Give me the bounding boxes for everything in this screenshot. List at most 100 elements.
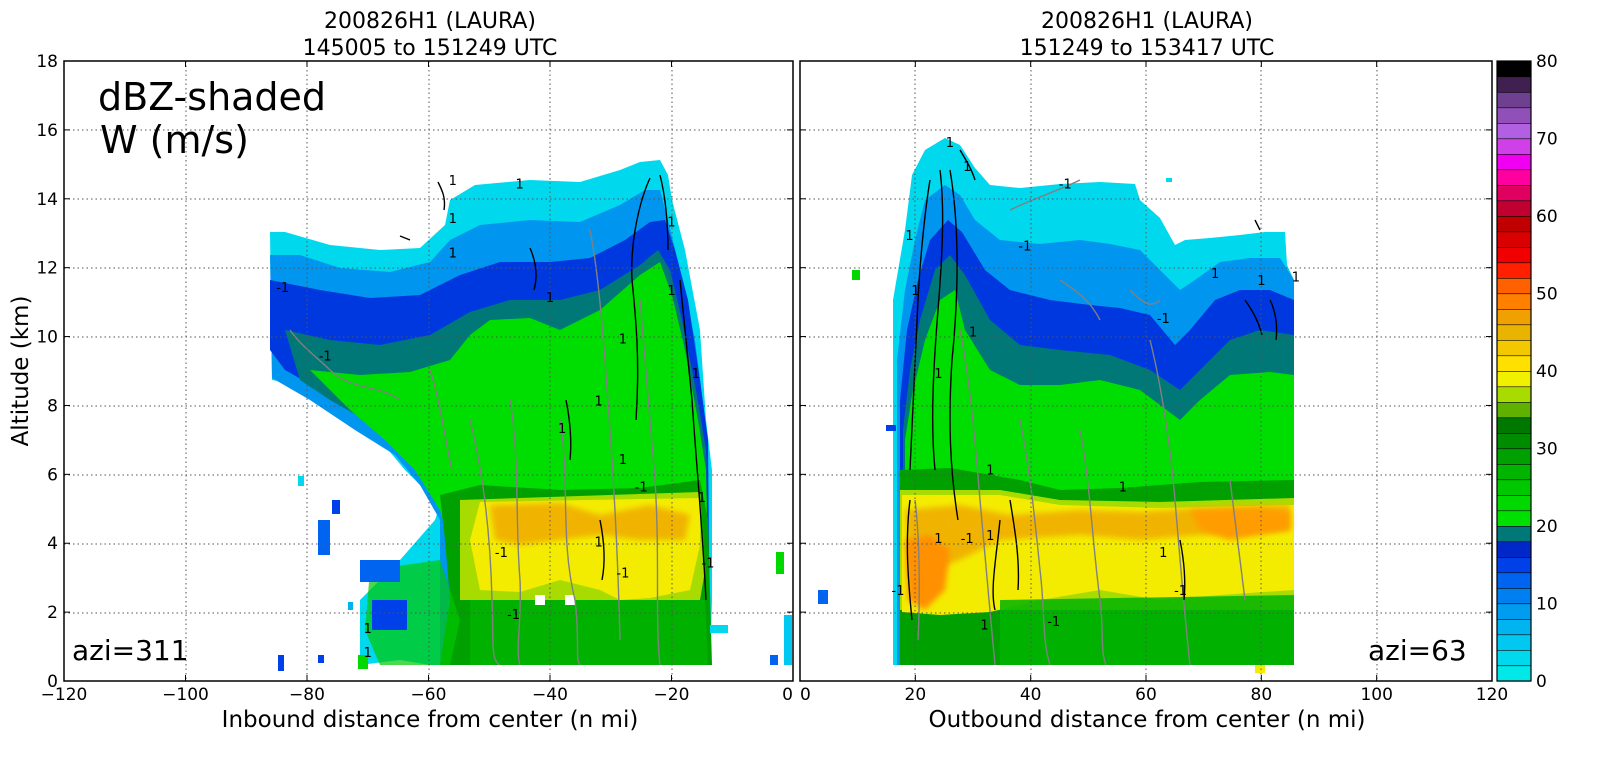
left-w-contours-gray <box>289 229 661 666</box>
colorbar-swatch <box>1496 587 1532 605</box>
colorbar-swatch <box>1496 293 1532 310</box>
right-shade-green-lower <box>1000 595 1294 665</box>
right-contour-label: 1 <box>969 326 977 341</box>
left-ytick-label: 14 <box>36 190 58 210</box>
colorbar-swatch <box>1496 494 1532 512</box>
colorbar-swatches <box>1496 60 1532 682</box>
left-echo-10 <box>776 552 784 574</box>
right-contour-label: 1 <box>1119 481 1127 496</box>
left-ylabel: Altitude (km) <box>8 296 34 447</box>
colorbar-swatch <box>1496 541 1532 558</box>
right-contour-label: 1 <box>946 136 954 151</box>
colorbar-swatch <box>1496 231 1532 248</box>
colorbar-swatch <box>1496 417 1532 434</box>
colorbar-ticks: 0 10 20 30 40 50 60 70 80 <box>1536 52 1558 692</box>
right-xtick-label: 100 <box>1360 685 1392 705</box>
right-echo-3 <box>886 425 896 431</box>
colorbar-swatch <box>1496 634 1532 651</box>
left-contour-label: -1 <box>701 556 714 571</box>
left-ytick-label: 8 <box>47 396 58 416</box>
colorbar-tick-label: 50 <box>1536 285 1558 305</box>
left-gap-2 <box>565 595 575 605</box>
right-w-contours-black <box>906 149 1278 621</box>
right-shade-gold <box>905 505 1290 580</box>
right-contour-label: 1 <box>911 284 919 299</box>
left-contour-labels: -1 -1 1 1 1 1 1 1 1 -1 1 -1 -1 1 1 1 -1 1 1 1 1 -1 1 <box>276 174 714 661</box>
left-title: 200826H1 (LAURA) <box>324 9 536 34</box>
colorbar-swatch <box>1496 122 1532 140</box>
right-contour-label: 1 <box>1159 546 1167 561</box>
colorbar-swatch <box>1496 215 1532 233</box>
right-echo-1 <box>818 590 828 604</box>
left-contour-label: -1 <box>319 350 332 365</box>
left-subtitle: 145005 to 151249 UTC <box>303 36 558 61</box>
right-yticks <box>800 60 1492 682</box>
left-ytick-label: 6 <box>47 465 58 485</box>
left-ytick-label: 16 <box>36 121 58 141</box>
left-contour-label: 1 <box>515 177 523 192</box>
right-reflectivity-field <box>818 138 1294 673</box>
right-xtick-label: 20 <box>905 685 927 705</box>
right-contour-label: -1 <box>1174 584 1187 599</box>
right-title: 200826H1 (LAURA) <box>1041 9 1253 34</box>
left-shade-gold <box>490 503 690 545</box>
left-echo-8 <box>348 602 353 610</box>
colorbar-swatch <box>1496 76 1532 93</box>
left-contour-label: 1 <box>558 422 566 437</box>
annotation-w-ms: W (m/s) <box>100 118 249 162</box>
left-contour-label: -1 <box>507 608 520 623</box>
left-shade-green-band2 <box>365 560 460 665</box>
left-echo-9 <box>358 655 368 669</box>
colorbar-tick-label: 10 <box>1536 595 1558 615</box>
left-xtick-label: −40 <box>532 685 568 705</box>
left-xtick-label: −20 <box>654 685 690 705</box>
left-contour-label: 1 <box>692 367 700 382</box>
right-xlabel: Outbound distance from center (n mi) <box>929 707 1366 733</box>
colorbar-swatch <box>1496 200 1532 217</box>
right-echo-5 <box>1255 665 1265 673</box>
colorbar-swatch <box>1496 246 1532 264</box>
left-ytick-label: 12 <box>36 259 58 279</box>
colorbar-swatch <box>1496 184 1532 202</box>
left-xticks: −120 −100 −80 −60 −40 −20 0 <box>41 61 794 705</box>
left-xtick-label: 0 <box>782 685 793 705</box>
left-contour-label: 1 <box>619 453 627 468</box>
left-contour-label: 1 <box>594 394 602 409</box>
left-echo-2 <box>318 520 330 555</box>
left-xtick-label: −80 <box>289 685 325 705</box>
colorbar-swatch <box>1496 556 1532 574</box>
left-ytick-label: 18 <box>36 52 58 72</box>
left-xlabel: Inbound distance from center (n mi) <box>222 707 639 733</box>
right-shade-orange <box>905 535 950 610</box>
right-contour-label: -1 <box>1059 177 1072 192</box>
left-echo-11 <box>770 655 778 665</box>
right-xtick-label: 60 <box>1135 685 1157 705</box>
colorbar-swatch <box>1496 138 1532 155</box>
colorbar-swatch <box>1496 649 1532 667</box>
left-echo-6 <box>278 655 284 671</box>
colorbar-swatch <box>1496 463 1532 481</box>
right-echo-4 <box>1166 178 1172 182</box>
annotation-dbz-shaded: dBZ-shaded <box>98 75 326 119</box>
left-contour-label: 1 <box>364 646 372 661</box>
colorbar-swatch <box>1496 107 1532 124</box>
colorbar-swatch <box>1496 448 1532 465</box>
left-contour-label: 1 <box>449 212 457 227</box>
left-ytick-label: 0 <box>47 672 58 692</box>
right-xticks: 0 20 40 60 80 100 120 <box>799 61 1508 705</box>
left-contour-label: -1 <box>616 567 629 582</box>
left-ytick-label: 4 <box>47 534 58 554</box>
right-contour-label: 1 <box>1257 274 1265 289</box>
left-contour-label: -1 <box>495 546 508 561</box>
left-grid <box>64 61 793 681</box>
left-gap-1 <box>535 595 545 605</box>
right-contour-label: 1 <box>963 160 971 175</box>
colorbar-swatch <box>1496 370 1532 388</box>
colorbar-swatch <box>1496 618 1532 636</box>
left-echo-13 <box>710 625 728 633</box>
left-contour-label: 1 <box>449 246 457 261</box>
colorbar-swatch <box>1496 262 1532 279</box>
